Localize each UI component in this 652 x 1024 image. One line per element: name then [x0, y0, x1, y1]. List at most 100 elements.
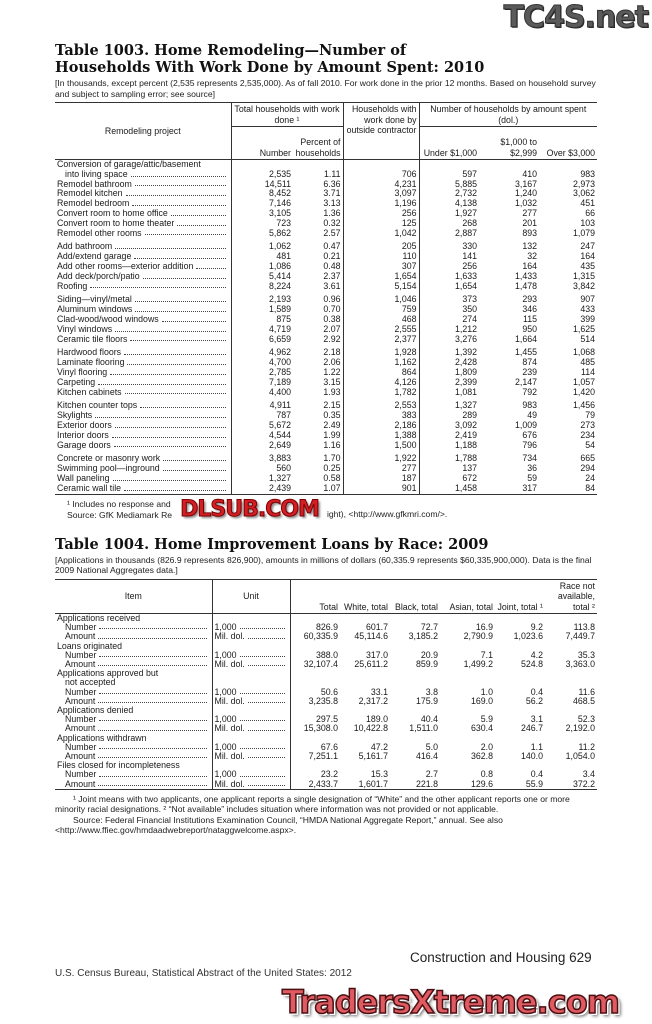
table-row: Amount Mil. dol. 32,107.4 25,611.2 859.9 1,49… — [55, 659, 597, 670]
cell-value: 1,478 — [514, 280, 537, 291]
cell-value: 84 — [539, 483, 598, 495]
cell-value: 125 — [342, 218, 419, 229]
cell-value: 5.9 — [480, 714, 493, 725]
cell-value: 451 — [580, 198, 596, 209]
cell-value: 2,317.2 — [358, 695, 388, 706]
cell-value: 350 — [418, 304, 479, 315]
header-1000-2999: $1,000 to $2,999 — [479, 126, 539, 160]
cell-value — [289, 669, 597, 679]
header-project: Remodeling project — [55, 102, 231, 160]
row-label-label: Concrete or masonry work — [57, 453, 161, 464]
cell-value: 7,449.7 — [565, 631, 595, 642]
cell-value: 826.9 — [289, 622, 340, 633]
table-row: Loans originated — [55, 641, 597, 651]
cell-value: 2.49 — [323, 419, 341, 430]
unit-cell: 1,000 — [211, 687, 290, 697]
cell-value — [289, 613, 597, 624]
cell-value: 52.3 — [577, 714, 595, 725]
row-label-label: Roofing — [57, 280, 88, 291]
table-row: not accepted — [55, 678, 597, 688]
cell-value: 0.38 — [323, 313, 341, 324]
cell-value: 4,911 — [230, 397, 293, 412]
cell-value: 3.8 — [425, 686, 438, 697]
row-label-label: Clad-wood/wood windows — [57, 313, 159, 324]
cell-value: 3,062 — [573, 188, 596, 199]
row-heading: Loans originated — [55, 641, 212, 651]
unit-cell: Mil. dol. — [211, 751, 290, 762]
cell-value: 164 — [580, 251, 596, 262]
table-row: Applications denied — [55, 705, 597, 716]
table-row: Garage doors 2,649 1.16 1,500 1,188 796 54 — [55, 440, 597, 451]
cell-value: 40.4 — [420, 714, 438, 725]
cell-value: 277 — [342, 463, 419, 474]
row-label-label: Number — [65, 741, 97, 752]
cell-value: 734 — [522, 453, 537, 464]
unit-cell-text: 1,000 — [215, 650, 288, 660]
unit-cell-text: 1,000 — [215, 687, 288, 697]
row-label: Amount — [55, 751, 212, 761]
cell-value: 1,009 — [514, 419, 537, 430]
cell-value: 1,499.2 — [463, 659, 493, 670]
row-heading: Applications withdrawn — [55, 733, 212, 743]
row-label-text: Aluminum windows — [57, 304, 229, 315]
cell-value: 25,611.2 — [354, 659, 388, 670]
row-heading-text: Applications received — [57, 613, 210, 623]
cell-value: 1,511.0 — [409, 723, 438, 734]
cell-value: 2,419 — [418, 430, 479, 441]
row-heading: Applications denied — [55, 705, 212, 715]
cell-value: 277 — [522, 207, 537, 218]
cell-value — [418, 159, 479, 170]
cell-value: 5,885 — [418, 179, 479, 190]
table-row: Hardwood floors 4,962 2.18 1,928 1,392 1,455 1… — [55, 344, 597, 359]
cell-value: 792 — [522, 386, 537, 397]
cell-value: 983 — [522, 400, 537, 411]
watermark-middle: DLSUB.COM — [180, 496, 321, 522]
table-row: Number 1,000 50.6 33.1 3.8 1.0 0.4 11.6 — [55, 686, 597, 697]
table-row: Interior doors 4,544 1.99 1,388 2,419 676 234 — [55, 430, 597, 441]
cell-value: 2,790.9 — [463, 631, 493, 642]
unit-cell-text: Mil. dol. — [215, 632, 288, 641]
cell-value: 1,456 — [573, 400, 596, 411]
table-row: Vinyl windows 4,719 2.07 2,555 1,212 950 1,625 — [55, 323, 597, 335]
cell-value: 59 — [527, 472, 537, 483]
row-label-text: Clad-wood/wood windows — [57, 313, 229, 325]
table-row: Ceramic wall tile 2,439 1.07 901 1,458 317 84 — [55, 483, 598, 495]
row-label-text: into living space — [57, 169, 229, 180]
table-row: Swimming pool—inground 560 0.25 277 137 36 294 — [55, 463, 597, 474]
unit-cell: 1,000 — [211, 742, 290, 753]
cell-value: 5,154 — [342, 281, 419, 292]
row-label: Number — [55, 741, 212, 752]
row-label-text: Swimming pool—inground — [57, 463, 229, 474]
cell-value: 1,327 — [230, 473, 293, 484]
unit-cell: Mil. dol. — [211, 779, 290, 790]
cell-value: 2,193 — [230, 291, 293, 306]
cell-value: 1,654 — [418, 281, 479, 292]
cell-value: 893 — [522, 227, 537, 238]
cell-value: 1,315 — [573, 270, 596, 281]
cell-value: 2,439 — [230, 483, 293, 495]
cell-value — [289, 761, 597, 771]
cell-value: 4.2 — [530, 649, 543, 660]
cell-value: 4,138 — [418, 198, 479, 209]
row-label-label: Vinyl windows — [57, 323, 113, 334]
cell-value: 864 — [342, 367, 419, 378]
unit-cell-text: Mil. dol. — [214, 751, 288, 762]
row-label-label: Siding—vinyl/metal — [57, 294, 132, 305]
table-row: Kitchen counter tops 4,911 2.15 2,553 1,327 9… — [55, 397, 597, 412]
cell-value: 950 — [522, 323, 537, 334]
header-total: Total — [289, 578, 340, 614]
row-label: Amount — [55, 696, 212, 706]
cell-value: 246.7 — [520, 723, 543, 734]
cell-value: 2.7 — [425, 769, 438, 780]
cell-value: 114 — [581, 366, 596, 377]
unit-cell-label: Mil. dol. — [214, 751, 245, 762]
cell-value: 1.93 — [323, 386, 341, 397]
row-label-label: Number — [65, 622, 97, 633]
cell-value: 1.0 — [480, 686, 493, 697]
table-row: Number 1,000 23.2 15.3 2.7 0.8 0.4 3.4 — [55, 769, 597, 780]
row-label-label: Number — [65, 649, 97, 660]
table-row: Remodel bedroom 7,146 3.13 1,196 4,138 1,032 4… — [55, 198, 597, 209]
table-row: Amount Mil. dol. 15,308.0 10,422.8 1,511.0 63… — [55, 723, 597, 734]
table-row: Add deck/porch/patio 5,414 2.37 1,654 1,633 1… — [55, 270, 597, 282]
unit-cell — [211, 706, 290, 716]
